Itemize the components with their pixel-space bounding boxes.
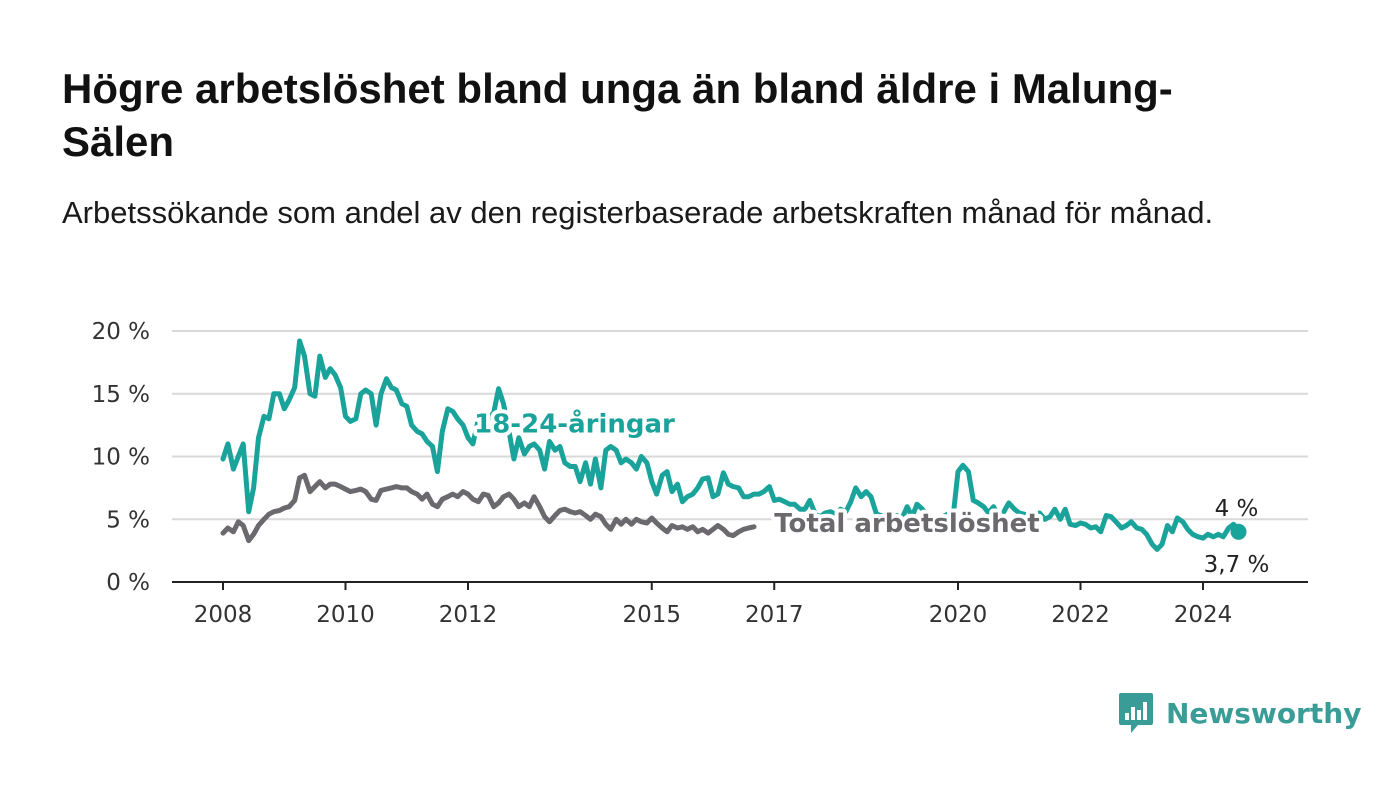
x-tick-label: 2020 bbox=[929, 602, 988, 628]
x-tick-label: 2015 bbox=[622, 602, 681, 628]
y-tick-label: 20 % bbox=[92, 319, 150, 345]
y-tick-label: 15 % bbox=[92, 382, 150, 408]
x-tick-label: 2022 bbox=[1051, 602, 1110, 628]
series-line bbox=[220, 472, 757, 544]
series-labels: 4 % 3,7 % 18-24-åringar Total arbetslöshet bbox=[470, 404, 1270, 578]
x-tick-label: 2010 bbox=[316, 602, 375, 628]
y-tick-label: 0 % bbox=[106, 570, 150, 596]
end-value-label: 3,7 % bbox=[1204, 552, 1270, 578]
x-tick-label: 2024 bbox=[1174, 602, 1233, 628]
series-lines bbox=[220, 338, 1247, 552]
bar-chart-logo-icon bbox=[1119, 693, 1153, 733]
series-label: 18-24-åringar bbox=[474, 408, 675, 440]
x-axis-ticks: 2008 2010 2012 2015 2017 2020 2022 2024 bbox=[172, 581, 1308, 628]
y-axis-ticks: 0 % 5 % 10 % 15 % 20 % bbox=[92, 319, 150, 596]
brand-name: Newsworthy bbox=[1166, 696, 1362, 730]
series-label: Total arbetslöshet bbox=[774, 509, 1039, 539]
newsworthy-logo[interactable]: Newsworthy bbox=[1118, 690, 1361, 736]
y-tick-label: 10 % bbox=[92, 445, 150, 471]
x-tick-label: 2012 bbox=[439, 602, 498, 628]
x-tick-label: 2017 bbox=[745, 602, 804, 628]
y-tick-label: 5 % bbox=[106, 507, 150, 533]
chart-subtitle: Arbetssökande som andel av den registerb… bbox=[62, 195, 1214, 230]
x-tick-label: 2008 bbox=[194, 602, 253, 628]
series-end-marker bbox=[1230, 523, 1247, 540]
end-value-label: 4 % bbox=[1215, 496, 1259, 522]
line-chart: 0 %5 %10 %15 %20 % 2008 2010 2012 2015 2017 2… bbox=[92, 319, 1308, 628]
series-line bbox=[220, 338, 1241, 552]
chart-title: Högre arbetslöshet bland unga än bland ä… bbox=[62, 65, 1173, 165]
